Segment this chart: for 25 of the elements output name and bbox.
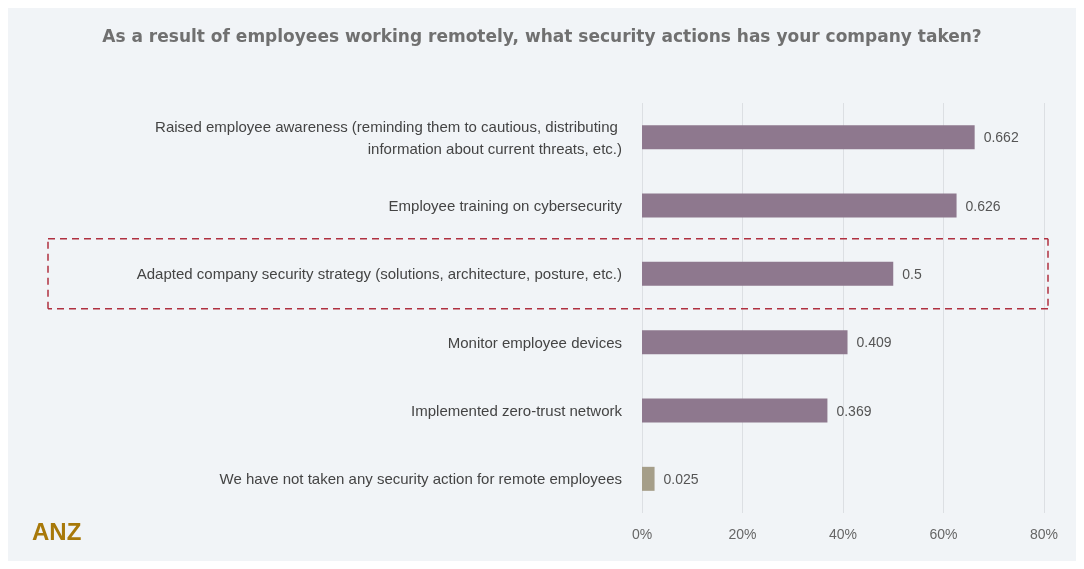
y-tick-label: Implemented zero-trust network <box>411 402 623 419</box>
y-tick-label: Raised employee awareness (reminding them to cautious, distributing information about current threats, etc.) <box>155 117 622 157</box>
data-label: 0.662 <box>983 129 1019 146</box>
bar <box>642 398 828 423</box>
x-tick-label: 60% <box>929 526 958 542</box>
y-tick-label: Adapted company security strategy (solutions, architecture, posture, etc.) <box>136 265 622 283</box>
data-label: 0.369 <box>836 402 872 419</box>
bar <box>642 261 894 286</box>
bar <box>642 330 848 355</box>
y-tick-label: Monitor employee devices <box>447 333 622 351</box>
y-tick-label: We have not taken any security action for remote employees <box>219 470 622 488</box>
data-label: 0.626 <box>965 197 1001 214</box>
x-tick-label: 40% <box>828 526 858 542</box>
data-label: 0.5 <box>902 265 922 282</box>
bar <box>642 466 655 491</box>
x-tick-label: 0% <box>631 526 653 542</box>
bar <box>642 193 957 218</box>
data-label: 0.409 <box>856 334 892 351</box>
text: ANZ <box>32 517 82 545</box>
x-tick-label: 20% <box>728 526 757 542</box>
x-tick-label: 80% <box>1029 526 1059 542</box>
chart-title: As a result of employees working remotely, what security actions has your company taken? <box>102 25 982 46</box>
bar <box>642 125 975 150</box>
y-tick-label: Employee training on cybersecurity <box>388 197 623 214</box>
data-label: 0.025 <box>663 470 699 487</box>
